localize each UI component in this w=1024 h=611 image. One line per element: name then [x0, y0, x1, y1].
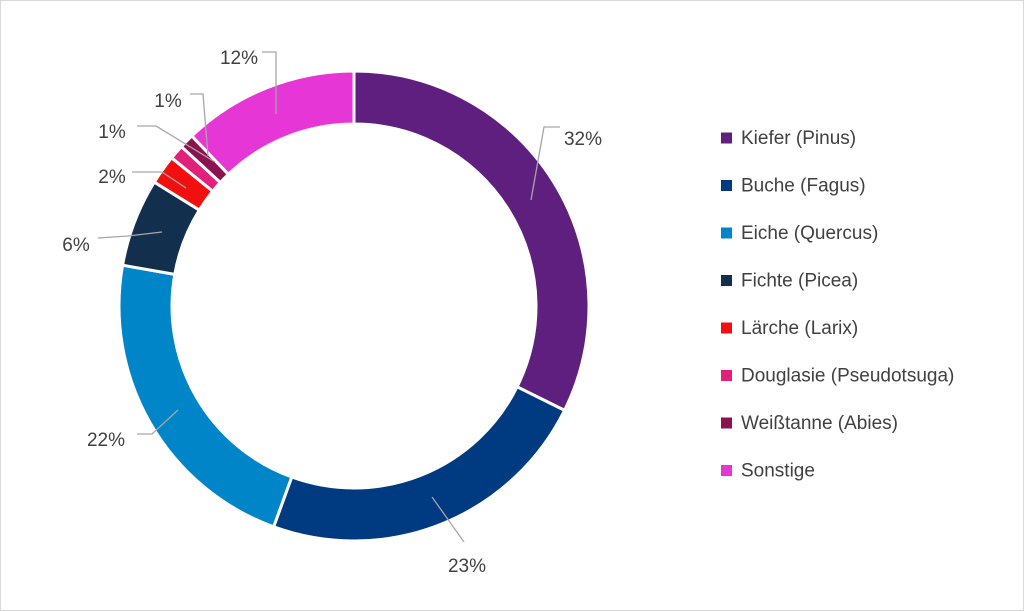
legend-label-douglasie-pseudotsuga: Douglasie (Pseudotsuga) [741, 366, 954, 387]
legend-swatch-douglasie-pseudotsuga [721, 370, 732, 381]
legend-label-fichte-picea: Fichte (Picea) [741, 271, 858, 292]
legend: Kiefer (Pinus) Buche (Fagus) Eiche (Quercu… [721, 128, 954, 482]
leader-line-fichte-picea [97, 231, 163, 239]
leader-line-larche-larix [132, 171, 187, 189]
legend-swatch-eiche-quercus [721, 227, 732, 239]
leader-line-douglasie-pseudotsuga [137, 125, 216, 163]
legend-label-kiefer-pinus: Kiefer (Pinus) [741, 128, 856, 149]
legend-swatch-buche-fagus [721, 180, 732, 191]
legend-swatch-weisstanne-abies [721, 417, 732, 429]
legend-swatch-larche-larix [721, 322, 732, 334]
data-label-douglasie-pseudotsuga: 1% [98, 122, 126, 143]
data-label-weisstanne-abies: 1% [154, 91, 182, 112]
legend-item-kiefer-pinus: Kiefer (Pinus) [721, 128, 856, 149]
legend-label-buche-fagus: Buche (Fagus) [741, 176, 866, 197]
data-label-buche-fagus: 23% [448, 556, 486, 577]
legend-item-buche-fagus: Buche (Fagus) [721, 176, 866, 197]
leader-line-kiefer-pinus [530, 126, 560, 201]
data-label-eiche-quercus: 22% [87, 430, 125, 451]
legend-swatch-fichte-picea [721, 275, 732, 286]
legend-swatch-sonstige [721, 465, 732, 476]
legend-label-eiche-quercus: Eiche (Quercus) [741, 223, 878, 244]
leader-line-eiche-quercus [137, 409, 179, 435]
slice-eiche-quercus [117, 263, 294, 529]
data-label-fichte-picea: 6% [62, 235, 90, 256]
slice-kiefer-pinus [352, 69, 591, 412]
legend-item-fichte-picea: Fichte (Picea) [721, 271, 858, 292]
leader-line-sonstige [262, 51, 277, 114]
data-label-kiefer-pinus: 32% [564, 129, 602, 150]
data-labels: 32% 23% 22% 6% 2% 1% 1% 12% [62, 48, 602, 577]
data-label-sonstige: 12% [220, 48, 258, 69]
leader-line-weisstanne-abies [190, 93, 209, 157]
leader-lines [97, 51, 560, 543]
legend-item-douglasie-pseudotsuga: Douglasie (Pseudotsuga) [721, 366, 954, 387]
legend-label-larche-larix: Lärche (Larix) [741, 318, 858, 339]
legend-item-larche-larix: Lärche (Larix) [721, 318, 858, 339]
slice-sonstige [190, 69, 356, 176]
legend-label-weisstanne-abies: Weißtanne (Abies) [741, 413, 898, 434]
data-label-larche-larix: 2% [98, 167, 126, 188]
legend-item-eiche-quercus: Eiche (Quercus) [721, 223, 878, 244]
legend-item-weisstanne-abies: Weißtanne (Abies) [721, 413, 898, 434]
legend-swatch-kiefer-pinus [721, 132, 732, 144]
slice-buche-fagus [272, 385, 567, 543]
legend-item-sonstige: Sonstige [721, 461, 815, 482]
legend-label-sonstige: Sonstige [741, 461, 815, 482]
donut-slices [117, 69, 591, 543]
leader-line-buche-fagus [431, 496, 465, 543]
